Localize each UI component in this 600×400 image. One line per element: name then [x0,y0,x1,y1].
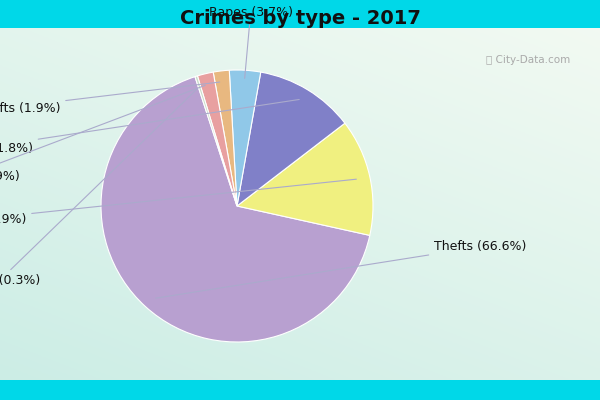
Text: Assaults (13.9%): Assaults (13.9%) [0,179,356,226]
Text: Auto thefts (1.9%): Auto thefts (1.9%) [0,82,220,114]
Wedge shape [237,123,373,235]
Wedge shape [197,72,237,206]
Text: Arson (0.3%): Arson (0.3%) [0,88,197,287]
Wedge shape [101,77,370,342]
Text: Robberies (1.9%): Robberies (1.9%) [0,85,205,182]
Wedge shape [195,76,237,206]
Wedge shape [229,70,261,206]
Text: ⓘ City-Data.com: ⓘ City-Data.com [486,55,570,65]
Text: Burglaries (11.8%): Burglaries (11.8%) [0,100,299,155]
Wedge shape [237,72,345,206]
Wedge shape [213,70,237,206]
Text: Crimes by type - 2017: Crimes by type - 2017 [179,8,421,28]
Text: Thefts (66.6%): Thefts (66.6%) [155,240,527,298]
Text: Rapes (3.7%): Rapes (3.7%) [209,6,293,78]
